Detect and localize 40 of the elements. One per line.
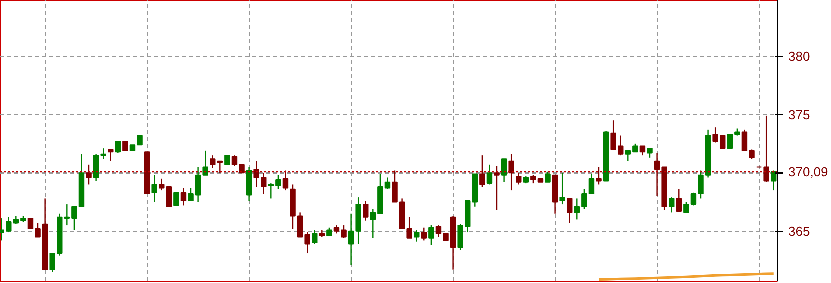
candlestick [742, 129, 748, 152]
candlestick [282, 170, 289, 192]
candlestick [749, 149, 755, 160]
candlestick [217, 160, 224, 174]
candlestick [210, 154, 216, 169]
candlestick [647, 148, 653, 159]
candlestick [174, 192, 180, 206]
candlestick [560, 172, 566, 206]
candlestick [159, 178, 165, 192]
candlestick [668, 196, 675, 214]
candlestick [166, 186, 172, 208]
candlestick [676, 188, 682, 212]
candlestick [516, 172, 522, 186]
candlestick [494, 165, 500, 211]
candlestick [115, 140, 122, 154]
candlestick [545, 171, 551, 183]
candlestick [414, 230, 420, 242]
candlestick [122, 141, 128, 152]
candlestick [566, 198, 573, 224]
candlestick [764, 115, 770, 183]
candlestick [86, 164, 92, 186]
candlestick [501, 158, 508, 183]
candlestick [640, 146, 646, 156]
candlestick [108, 149, 114, 162]
candlestick [486, 164, 493, 186]
candlestick [180, 188, 187, 206]
candlestick [224, 155, 230, 166]
candlestick [421, 227, 428, 242]
candlestick [508, 154, 514, 192]
y-tick-label: 380 [788, 48, 810, 64]
candlestick [232, 154, 238, 167]
candlestick [480, 154, 486, 188]
candlestick [428, 224, 434, 246]
y-tick-label: 375 [788, 107, 810, 122]
candlestick [312, 230, 318, 245]
candlestick [363, 200, 369, 222]
y-tick-label: 365 [788, 224, 810, 239]
ref-line-label: 370,09 [788, 164, 828, 180]
candlestick [596, 166, 602, 186]
candlestick [152, 174, 158, 203]
